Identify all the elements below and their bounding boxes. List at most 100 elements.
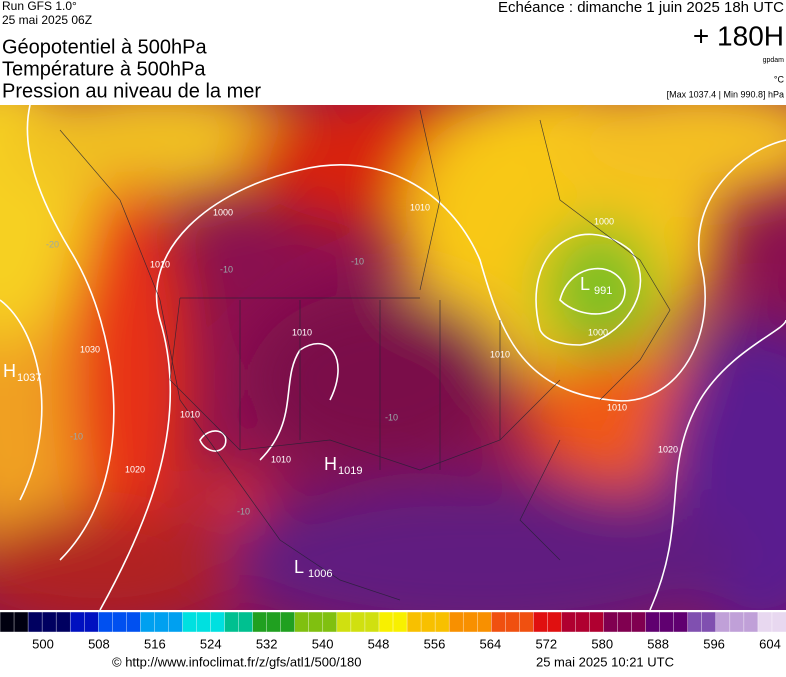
- colorbar-swatch: [0, 611, 15, 633]
- temperature-label: -10: [351, 256, 364, 266]
- colorbar-swatch: [743, 611, 759, 633]
- colorbar-swatch: [617, 611, 633, 633]
- isobar: [99, 139, 786, 610]
- colorbar-swatch: [294, 611, 310, 633]
- temperature-label: -10: [237, 506, 250, 516]
- pressure-center-value: 991: [594, 285, 612, 297]
- colorbar-swatch: [603, 611, 619, 633]
- colorbar-swatch: [757, 611, 773, 633]
- colorbar-swatch: [631, 611, 647, 633]
- colorbar-swatch: [420, 611, 436, 633]
- colorbar-tick-label: 524: [200, 636, 222, 651]
- isobars: [0, 105, 786, 610]
- pressure-center-type: L: [294, 557, 304, 577]
- colorbar-swatch: [519, 611, 535, 633]
- colorbar-tick-label: 548: [368, 636, 390, 651]
- isobar-label: 1030: [80, 344, 100, 354]
- colorbar-swatch: [491, 611, 506, 633]
- colorbar-swatch: [771, 611, 786, 633]
- colorbar-swatch: [673, 611, 689, 633]
- colorbar-swatch: [505, 611, 521, 633]
- colorbar-tick-label: 580: [591, 636, 613, 651]
- temperature-label: -10: [70, 431, 83, 441]
- isobar-label: 1010: [410, 202, 430, 212]
- isobar-label: 1000: [594, 216, 614, 226]
- isobar: [26, 105, 115, 561]
- temperature-label: -20: [46, 239, 59, 249]
- colorbar-swatch: [308, 611, 324, 633]
- colorbar-swatch: [547, 611, 563, 633]
- colorbar-swatch: [322, 611, 338, 633]
- colorbar-swatch: [659, 611, 675, 633]
- colorbar-swatch: [84, 611, 99, 633]
- chart-title: Pression au niveau de la mer: [2, 80, 261, 102]
- chart-title: Géopotentiel à 500hPa: [2, 36, 207, 58]
- state-lines: [169, 297, 561, 471]
- unit-gpdam: gpdam: [763, 57, 785, 64]
- colorbar-tick-label: 540: [312, 636, 334, 651]
- colorbar-tick-label: 500: [32, 636, 54, 651]
- colorbar-swatch: [210, 611, 226, 633]
- temperature-label: -10: [385, 412, 398, 422]
- colorbar-swatch: [266, 611, 282, 633]
- isobar-label: 1010: [180, 409, 200, 419]
- colorbar-swatch: [224, 611, 240, 633]
- colorbar-swatch: [196, 611, 212, 633]
- pressure-center-value: 1019: [338, 465, 362, 477]
- colorbar-swatch: [252, 611, 268, 633]
- colorbar-swatch: [55, 611, 71, 633]
- isobar-label: 1010: [292, 327, 312, 337]
- colorbar-tick-label: 604: [759, 636, 781, 651]
- colorbar-tick-label: 532: [256, 636, 278, 651]
- colorbar-tick-label: 596: [703, 636, 725, 651]
- colorbar-swatch: [533, 611, 549, 633]
- run-date: 25 mai 2025 06Z: [2, 13, 92, 27]
- colorbar-swatch: [168, 611, 184, 633]
- colorbar-swatch: [715, 611, 731, 633]
- colorbar-swatch: [350, 611, 366, 633]
- pressure-range: [Max 1037.4 | Min 990.8] hPa: [667, 89, 784, 99]
- colorbar-swatch: [154, 611, 170, 633]
- colorbar-swatch: [98, 611, 113, 633]
- colorbar-swatch: [140, 611, 156, 633]
- colorbar: [0, 611, 786, 633]
- isobar-label: 1020: [658, 444, 678, 454]
- colorbar-swatch: [477, 611, 492, 633]
- footer-url: © http://www.infoclimat.fr/z/gfs/atl1/50…: [112, 654, 361, 669]
- isobar: [535, 233, 642, 346]
- borders: [59, 109, 671, 601]
- colorbar-tick-label: 508: [88, 636, 110, 651]
- lead-time: + 180H: [693, 20, 784, 51]
- colorbar-tick-label: 516: [144, 636, 166, 651]
- run-label: Run GFS 1.0°: [2, 0, 77, 13]
- validity: Echéance : dimanche 1 juin 2025 18h UTC: [498, 0, 784, 16]
- pressure-center-value: 1037: [17, 372, 41, 384]
- colorbar-swatch: [378, 611, 394, 633]
- isobar-label: 1000: [588, 327, 608, 337]
- pressure-center-type: L: [580, 274, 590, 294]
- isobar-label: 1010: [490, 349, 510, 359]
- map: [0, 105, 786, 610]
- pressure-center-type: H: [324, 454, 337, 474]
- colorbar-swatch: [69, 611, 85, 633]
- colorbar-swatch: [589, 611, 605, 633]
- colorbar-swatch: [13, 611, 29, 633]
- isobar-label: 1010: [607, 402, 627, 412]
- colorbar-swatch: [126, 611, 142, 633]
- colorbar-swatch: [729, 611, 745, 633]
- colorbar-swatch: [336, 611, 352, 633]
- colorbar-tick-label: 588: [647, 636, 669, 651]
- coastline: [59, 109, 671, 601]
- isobar: [199, 430, 227, 452]
- colorbar-swatch: [687, 611, 703, 633]
- isobar: [649, 319, 786, 610]
- colorbar-swatch: [182, 611, 198, 633]
- colorbar-swatch: [112, 611, 128, 633]
- colorbar-swatch: [462, 611, 478, 633]
- colorbar-swatch: [392, 611, 408, 633]
- isobar-label: 1010: [271, 454, 291, 464]
- temperature-label: -10: [220, 264, 233, 274]
- isobar: [0, 299, 43, 501]
- colorbar-swatch: [701, 611, 717, 633]
